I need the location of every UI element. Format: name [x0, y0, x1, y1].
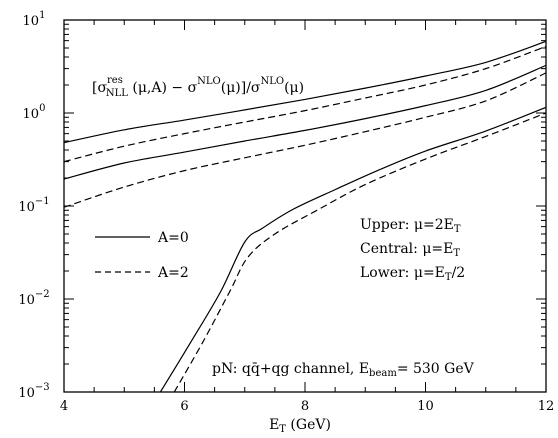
- central-annotation: Central: μ=ET: [360, 241, 460, 259]
- plot-frame: [63, 19, 547, 393]
- legend-label-a0: A=0: [157, 230, 189, 246]
- formula-annotation: [σres NLL (μ,A) − σNLO(μ)]/σNLO(μ): [92, 75, 304, 99]
- channel-annotation: pN: qq̄+qg channel, Ebeam= 530 GeV: [212, 361, 475, 379]
- x-axis-label: ET (GeV): [269, 417, 331, 435]
- upper-annotation: Upper: μ=2ET: [360, 217, 461, 235]
- series-line-upper-a0: [64, 40, 546, 144]
- series-line-lower-a0: [159, 106, 546, 392]
- x-tick-label: 12: [538, 399, 555, 414]
- series-line-upper-a2: [64, 45, 546, 163]
- x-tick-label: 10: [417, 399, 434, 414]
- series-line-central-a0: [64, 64, 546, 180]
- x-tick-label: 4: [60, 399, 68, 414]
- x-tick-label: 6: [180, 399, 188, 414]
- y-tick-label: 100: [23, 103, 46, 122]
- legend-label-a2: A=2: [157, 265, 189, 281]
- plot-border: [63, 19, 547, 393]
- series-line-lower-a2: [173, 112, 546, 392]
- chart-series: [64, 40, 546, 392]
- lower-annotation: Lower: μ=ET/2: [360, 265, 465, 283]
- y-tick-label: 10−1: [18, 196, 49, 215]
- x-tick-label: 8: [301, 399, 309, 414]
- legend: A=0 A=2: [95, 230, 189, 281]
- y-tick-label: 10−2: [18, 289, 49, 308]
- series-line-central-a2: [64, 72, 546, 208]
- y-tick-label: 10−3: [18, 382, 49, 401]
- axis-ticks: 4 6 8 10 12 10−3 10−2 10−1 100 101: [18, 10, 554, 414]
- y-tick-label: 101: [23, 10, 46, 29]
